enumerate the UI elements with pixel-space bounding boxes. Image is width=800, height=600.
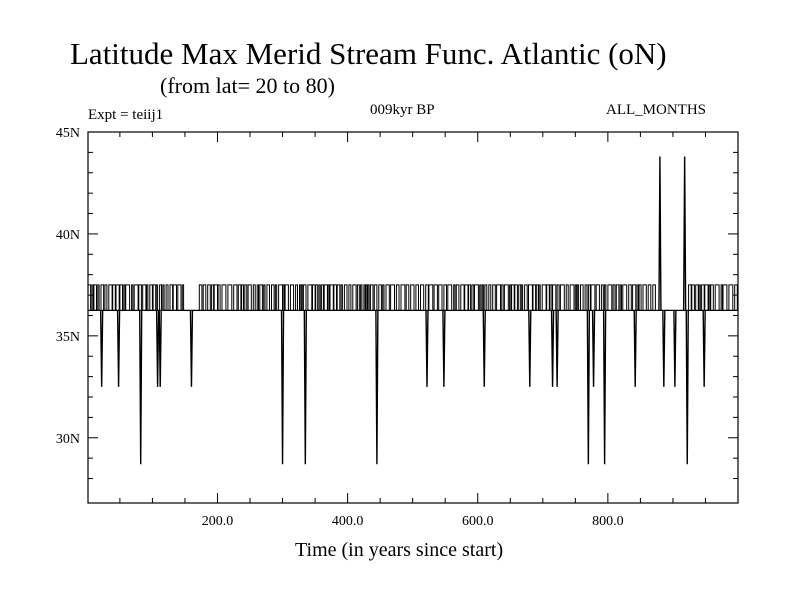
series-spike	[158, 310, 162, 387]
series-spike	[633, 310, 637, 387]
series-spike	[375, 310, 379, 465]
x-tick-label: 800.0	[592, 514, 624, 529]
series-spike	[280, 310, 285, 465]
series-spike	[99, 310, 104, 387]
period-label: 009kyr BP	[370, 102, 435, 118]
y-tick-label: 40N	[56, 228, 80, 243]
y-tick-label: 35N	[56, 330, 80, 345]
series-spike	[442, 310, 446, 387]
series-spike	[658, 156, 662, 311]
chart-title: Latitude Max Merid Stream Func. Atlantic…	[70, 36, 667, 71]
series-spike	[662, 310, 666, 387]
x-tick-label: 200.0	[202, 514, 234, 529]
series-spike	[425, 310, 429, 387]
chart-subtitle: (from lat= 20 to 80)	[160, 73, 335, 98]
series-spike	[155, 310, 160, 387]
x-axis-title: Time (in years since start)	[295, 539, 504, 561]
series-spike	[673, 310, 677, 387]
series-spike	[116, 310, 121, 387]
series-spike	[482, 310, 486, 387]
y-tick-label: 45N	[56, 126, 80, 141]
series-spike	[528, 310, 532, 387]
series-spike	[303, 310, 308, 465]
series-spike	[555, 310, 559, 387]
y-tick-label: 30N	[56, 432, 80, 447]
series-spike	[591, 310, 596, 387]
series-spike	[189, 310, 194, 387]
months-label: ALL_MONTHS	[606, 102, 706, 118]
series-spike	[586, 310, 591, 465]
series-spike	[139, 310, 143, 465]
series-spike	[602, 310, 607, 465]
x-tick-label: 600.0	[462, 514, 494, 529]
series-spike	[682, 156, 687, 311]
series-spike	[550, 310, 555, 387]
series-oscillation-band	[87, 284, 738, 311]
series-spike	[685, 310, 689, 465]
plot-frame	[87, 131, 739, 504]
x-tick-label: 400.0	[332, 514, 364, 529]
experiment-label: Expt = teiij1	[88, 107, 164, 123]
series-spike	[702, 310, 706, 387]
